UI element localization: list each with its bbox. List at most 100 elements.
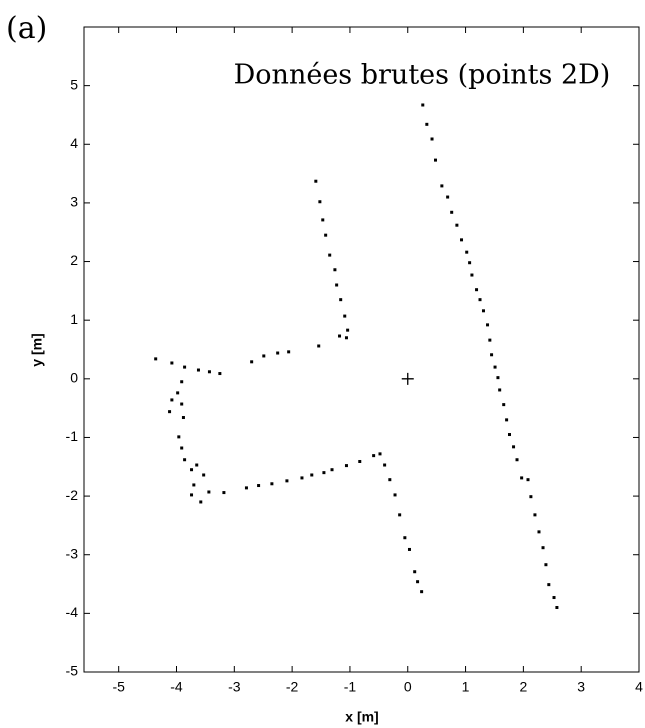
point <box>257 484 261 488</box>
y-tick-label: -5 <box>66 663 79 679</box>
point <box>515 458 519 462</box>
point <box>529 495 533 499</box>
point <box>470 273 474 277</box>
point <box>537 530 541 534</box>
y-tick-label: 2 <box>70 252 78 268</box>
y-tick-label: 0 <box>70 370 78 386</box>
x-axis-label: x [m] <box>345 709 378 725</box>
point <box>170 361 174 365</box>
point <box>322 471 326 475</box>
point <box>344 336 348 340</box>
point <box>244 486 248 490</box>
point <box>425 122 429 126</box>
point <box>383 463 387 467</box>
y-tick-label: 1 <box>70 311 78 327</box>
point <box>207 370 211 374</box>
point <box>541 546 545 550</box>
y-tick-label: -2 <box>66 487 79 503</box>
point <box>330 468 334 472</box>
point <box>270 482 274 486</box>
point <box>378 452 382 456</box>
point <box>493 365 497 369</box>
point <box>250 360 254 364</box>
point <box>183 365 187 369</box>
point <box>262 354 266 358</box>
point <box>555 606 559 609</box>
x-tick-label: 0 <box>404 679 412 695</box>
point <box>416 580 420 584</box>
point <box>183 458 187 462</box>
point <box>450 210 454 214</box>
point <box>180 402 184 406</box>
plot-frame <box>83 26 640 673</box>
x-tick-label: 1 <box>462 679 470 695</box>
x-tick-label: -1 <box>344 679 357 695</box>
panel-label: (a) <box>6 11 47 46</box>
point <box>481 309 485 313</box>
point <box>318 200 322 204</box>
y-tick-label: -4 <box>66 604 79 620</box>
point <box>434 158 437 162</box>
point <box>199 500 203 504</box>
point <box>218 372 222 376</box>
x-tick-label: -5 <box>112 679 125 695</box>
point <box>421 103 425 107</box>
point <box>346 328 350 332</box>
point <box>181 416 185 420</box>
point <box>190 468 194 472</box>
point <box>196 368 200 372</box>
point <box>358 459 362 463</box>
point <box>407 547 411 551</box>
point <box>502 403 506 407</box>
point <box>176 391 180 395</box>
point <box>388 478 392 482</box>
point <box>317 344 321 348</box>
point <box>544 563 548 567</box>
point <box>505 418 509 422</box>
point <box>533 513 537 517</box>
point <box>154 357 158 361</box>
point <box>343 314 347 318</box>
x-tick-label: 3 <box>577 679 585 695</box>
point <box>324 233 328 237</box>
point <box>547 583 551 587</box>
point <box>328 253 332 257</box>
point <box>526 478 530 482</box>
y-axis-label: y [m] <box>29 333 45 366</box>
point <box>490 353 494 357</box>
point <box>170 398 174 402</box>
point <box>496 376 500 380</box>
point <box>475 288 479 292</box>
point <box>310 473 314 477</box>
chart-title: Données brutes (points 2D) <box>234 60 611 91</box>
x-tick-label: -3 <box>228 679 241 695</box>
point <box>339 298 343 302</box>
point <box>300 476 304 480</box>
point <box>508 433 511 437</box>
x-tick-label: -4 <box>170 679 183 695</box>
point <box>440 184 444 188</box>
point <box>460 238 464 242</box>
point <box>512 445 516 449</box>
point <box>468 261 472 265</box>
point <box>486 323 490 327</box>
point <box>393 493 397 497</box>
point <box>372 454 376 458</box>
point <box>455 223 459 227</box>
point <box>285 479 289 483</box>
point <box>202 473 206 477</box>
point <box>478 298 482 302</box>
point <box>190 493 194 497</box>
point <box>333 268 337 272</box>
y-tick-label: 4 <box>70 135 78 151</box>
point <box>321 218 325 222</box>
y-tick-label: 5 <box>70 76 78 92</box>
y-tick-label: -3 <box>66 545 79 561</box>
point <box>344 464 348 468</box>
point <box>420 590 424 594</box>
point <box>403 536 407 540</box>
point <box>465 250 469 254</box>
y-tick-label: 3 <box>70 194 78 210</box>
